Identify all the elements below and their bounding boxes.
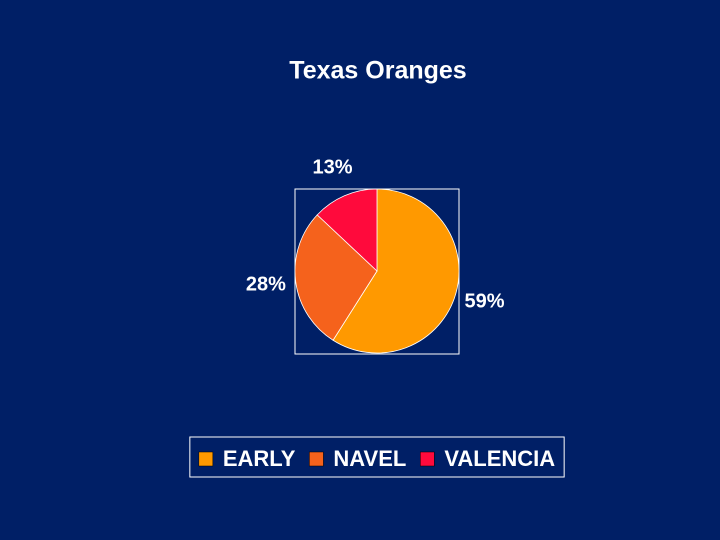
legend: EARLY NAVEL VALENCIA	[189, 436, 565, 478]
legend-swatch	[198, 451, 214, 467]
data-label: 28%	[246, 273, 286, 295]
legend-swatch	[309, 451, 324, 467]
data-label: 13%	[313, 156, 353, 178]
pie-slice	[294, 214, 378, 341]
legend-label: EARLY	[223, 446, 296, 471]
legend-box	[189, 436, 565, 478]
legend-label: NAVEL	[333, 446, 406, 471]
pie-slice	[316, 188, 378, 272]
legend-label: VALENCIA	[444, 446, 555, 471]
data-label: 59%	[465, 291, 505, 313]
legend-swatch	[420, 451, 435, 467]
chart-title: Texas Oranges	[289, 57, 466, 85]
pie-slice	[332, 188, 460, 354]
